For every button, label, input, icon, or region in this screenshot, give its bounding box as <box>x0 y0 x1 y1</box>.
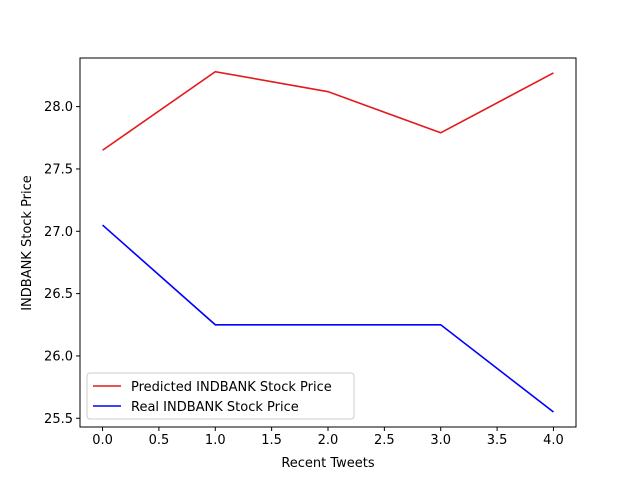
x-tick-label: 3.5 <box>487 433 508 448</box>
y-tick-label: 26.5 <box>44 287 73 302</box>
y-tick-label: 27.5 <box>44 162 73 177</box>
series-line-predicted <box>102 70 554 151</box>
plot-area-frame <box>79 57 577 428</box>
x-tick-label: 0.0 <box>92 433 113 448</box>
y-tick-label: 28.0 <box>44 100 73 115</box>
y-tick-label: 25.5 <box>44 412 73 427</box>
lines-layer <box>102 70 554 413</box>
y-tick-label: 27.0 <box>44 225 73 240</box>
series-line-real <box>102 224 554 413</box>
legend: Predicted INDBANK Stock Price Real INDBA… <box>86 372 355 420</box>
x-tick-label: 4.0 <box>543 433 564 448</box>
x-tick-label: 2.5 <box>374 433 395 448</box>
y-tick-label: 26.0 <box>44 349 73 364</box>
x-tick-label: 0.5 <box>149 433 170 448</box>
legend-box <box>86 372 355 420</box>
legend-label-real: Real INDBANK Stock Price <box>131 400 299 415</box>
x-axis-label: Recent Tweets <box>281 456 375 471</box>
x-tick-label: 1.5 <box>261 433 282 448</box>
x-tick-label: 3.0 <box>430 433 451 448</box>
x-tick-label: 1.0 <box>205 433 226 448</box>
y-axis-label: INDBANK Stock Price <box>20 175 35 311</box>
ticks-layer: 0.0 0.5 1.0 1.5 2.0 2.5 3.0 3.5 4.0 25.5 26.0 26.5 2… <box>44 100 564 448</box>
x-tick-label: 2.0 <box>318 433 339 448</box>
legend-label-predicted: Predicted INDBANK Stock Price <box>131 380 332 395</box>
